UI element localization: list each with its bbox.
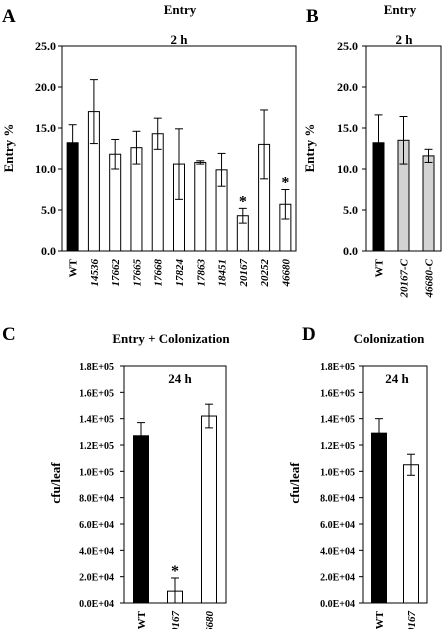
category-label: 17665 (131, 259, 143, 287)
y-tick-label: 6.0E+04 (79, 520, 114, 531)
category-label: 20167 (170, 611, 182, 629)
plot-frame (362, 365, 428, 604)
y-tick-label: 5.0 (41, 203, 56, 217)
y-tick-label: 15.0 (337, 121, 358, 135)
y-tick-label: 1.2E+05 (79, 441, 114, 452)
category-label: WT (374, 610, 386, 629)
bar (151, 133, 164, 252)
category-label: WT (374, 258, 386, 277)
y-tick-label: 1.6E+05 (79, 388, 114, 399)
category-label: WT (68, 258, 80, 277)
y-axis-label: cfu/leaf (48, 462, 63, 504)
y-tick-label: 4.0E+04 (320, 546, 355, 557)
y-tick-label: 0.0E+04 (79, 599, 114, 610)
category-label: 18451 (217, 259, 229, 287)
y-tick-label: 2.0E+04 (320, 573, 355, 584)
y-tick-label: 20.0 (337, 80, 358, 94)
y-tick-label: 25.0 (337, 39, 358, 53)
category-label: 20167 (238, 259, 250, 288)
y-tick-label: 0.0E+04 (320, 599, 355, 610)
y-tick-label: 15.0 (35, 121, 56, 135)
category-label: 46680-C (424, 258, 436, 298)
y-tick-label: 1.8E+05 (320, 362, 355, 373)
y-tick-label: 5.0 (343, 203, 358, 217)
y-tick-label: 0.0 (343, 244, 358, 258)
y-tick-label: 20.0 (35, 80, 56, 94)
significance-marker: * (171, 563, 179, 580)
y-tick-label: 1.8E+05 (79, 362, 114, 373)
significance-marker: * (239, 193, 247, 210)
panel-title: Entry (384, 2, 417, 17)
y-tick-label: 1.4E+05 (320, 415, 355, 426)
y-axis-label: Entry % (1, 124, 16, 173)
bar (133, 435, 149, 604)
panel-label-a: A (2, 6, 16, 27)
panel-label-d: D (302, 324, 316, 345)
y-tick-label: 1.0E+05 (79, 467, 114, 478)
panel-title: Entry (164, 2, 197, 17)
y-axis-label: Entry % (302, 124, 317, 173)
significance-marker: * (281, 175, 289, 192)
category-label: 14536 (89, 259, 101, 287)
bar (403, 464, 419, 604)
bar (422, 155, 435, 252)
time-point-label: 2 h (171, 32, 189, 47)
category-label: 20167 (406, 611, 418, 629)
time-point-label: 2 h (396, 32, 414, 47)
y-tick-label: 8.0E+04 (79, 494, 114, 505)
y-tick-label: 4.0E+04 (79, 546, 114, 557)
bar (371, 432, 387, 604)
panel-label-c: C (2, 324, 16, 345)
panel-label-b: B (306, 6, 319, 27)
panel-title: Colonization (354, 331, 426, 346)
y-tick-label: 8.0E+04 (320, 494, 355, 505)
y-tick-label: 6.0E+04 (320, 520, 355, 531)
bar (194, 161, 207, 252)
category-label: 46680 (204, 611, 216, 629)
category-label: 20252 (259, 259, 271, 288)
panel-a-bar-chart: A Entry Entry % 0.0 5.0 10.0 15.0 20.0 25.0 2 h W… (1, 2, 297, 288)
y-tick-label: 2.0E+04 (79, 573, 114, 584)
time-point-label: 24 h (168, 371, 192, 386)
y-tick-label: 10.0 (337, 162, 358, 176)
category-label: 17824 (174, 259, 186, 287)
category-label: WT (136, 610, 148, 629)
y-tick-label: 1.2E+05 (320, 441, 355, 452)
category-label: 20167-C (399, 258, 411, 298)
y-axis-label: cfu/leaf (287, 462, 302, 504)
category-label: 17863 (195, 259, 207, 287)
category-label: 46680 (280, 259, 292, 288)
y-tick-label: 1.6E+05 (320, 388, 355, 399)
panel-b-bar-chart: B Entry Entry % 0.0 5.0 10.0 15.0 20.0 25.0 2 h W… (302, 2, 442, 299)
y-tick-label: 10.0 (35, 162, 56, 176)
y-tick-label: 1.4E+05 (79, 415, 114, 426)
y-tick-label: 25.0 (35, 39, 56, 53)
bar (201, 415, 217, 604)
panel-title: Entry + Colonization (112, 331, 230, 346)
y-tick-label: 1.0E+05 (320, 467, 355, 478)
panel-d-bar-chart: D Colonization cfu/leaf 0.0E+04 2.0E+04 4.0E… (287, 324, 428, 629)
category-label: 17668 (153, 259, 165, 287)
time-point-label: 24 h (385, 371, 409, 386)
y-tick-label: 0.0 (41, 244, 56, 258)
panel-c-bar-chart: C Entry + Colonization cfu/leaf 0.0E+04 2.0… (2, 324, 230, 629)
category-label: 17662 (110, 259, 122, 287)
